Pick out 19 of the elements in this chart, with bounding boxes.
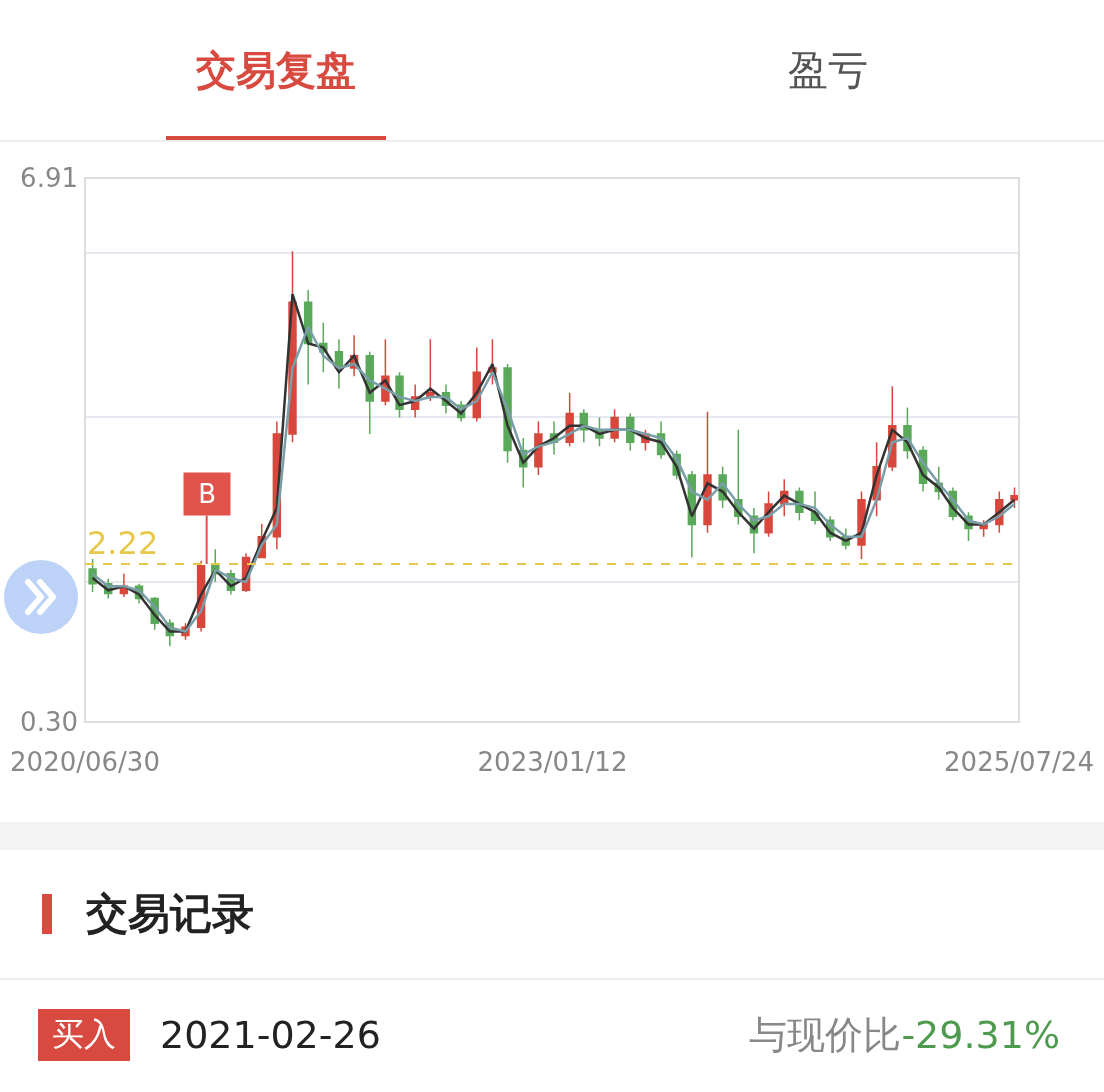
y-tick-label: 6.91 [20,163,78,194]
candlestick [534,420,543,476]
text: 交易复盘 [195,46,357,95]
annotation: B [190,479,225,509]
candlestick [426,338,435,402]
text: -29.31% [901,1012,1060,1057]
x-tick-label: 2023/01/12 [477,747,628,777]
text: 买入 [38,1009,130,1061]
text: 与现价比 [749,1012,902,1057]
x-tick-label: 2020/06/30 [10,747,160,777]
ref-line-label: 2.22 [87,524,159,562]
text: 盈亏 [787,46,869,95]
text: 2021-02-26 [160,1013,381,1057]
x-tick-label: 2025/07/24 [944,747,1094,777]
candlestick [1010,486,1019,509]
y-tick-label: 0.30 [20,707,78,738]
text: 交易记录 [86,888,254,940]
candlestick [610,408,619,443]
candlestick [334,338,344,390]
